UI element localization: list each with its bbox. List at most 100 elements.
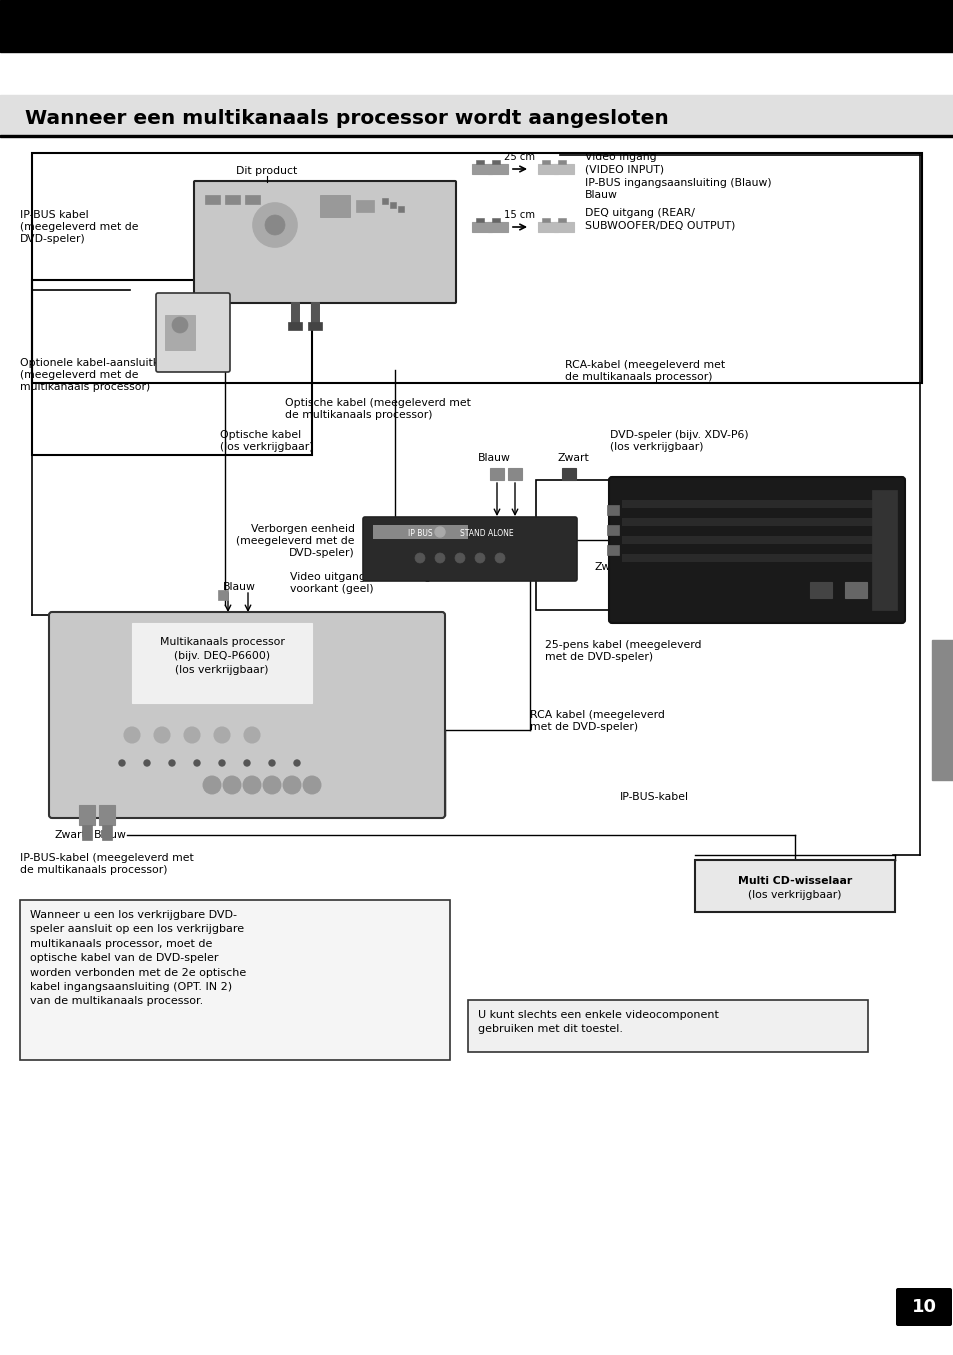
- Bar: [809, 583, 831, 598]
- Circle shape: [263, 776, 281, 794]
- Circle shape: [475, 553, 484, 562]
- Circle shape: [253, 203, 296, 247]
- Circle shape: [144, 760, 150, 766]
- Bar: [490, 467, 503, 480]
- Circle shape: [244, 728, 260, 743]
- Circle shape: [435, 553, 444, 562]
- Bar: [541, 160, 550, 164]
- Text: voorkant (geel): voorkant (geel): [290, 584, 374, 593]
- Circle shape: [184, 728, 200, 743]
- Bar: [288, 322, 302, 331]
- Text: Video ingang: Video ingang: [584, 152, 656, 163]
- Text: Multi CD-wisselaar: Multi CD-wisselaar: [737, 875, 851, 886]
- Bar: [245, 195, 260, 205]
- Text: Video uitgangsaansluiting: Video uitgangsaansluiting: [290, 572, 431, 583]
- Circle shape: [213, 728, 230, 743]
- Bar: [492, 160, 499, 164]
- Bar: [381, 198, 388, 205]
- Text: de multikanaals processor): de multikanaals processor): [564, 373, 712, 382]
- Bar: [537, 222, 558, 232]
- Bar: [0, 136, 953, 137]
- Text: IP-BUS-kabel: IP-BUS-kabel: [619, 793, 688, 802]
- Text: (los verkrijgbaar): (los verkrijgbaar): [609, 442, 702, 453]
- Text: Optische kabel: Optische kabel: [220, 430, 301, 440]
- Text: (los verkrijgbaar): (los verkrijgbaar): [220, 442, 314, 453]
- Bar: [476, 160, 483, 164]
- Bar: [561, 467, 576, 480]
- Text: Zwart: Zwart: [558, 453, 589, 463]
- Circle shape: [294, 760, 299, 766]
- Circle shape: [153, 728, 170, 743]
- Bar: [606, 545, 618, 556]
- Bar: [488, 222, 507, 232]
- Text: DVD-speler (bijv. XDV-P6): DVD-speler (bijv. XDV-P6): [609, 430, 748, 440]
- Text: (los verkrijgbaar): (los verkrijgbaar): [747, 890, 841, 900]
- Text: STAND ALONE: STAND ALONE: [459, 528, 513, 538]
- Bar: [472, 222, 492, 232]
- Bar: [0, 0, 953, 51]
- Circle shape: [269, 760, 274, 766]
- Bar: [621, 500, 891, 508]
- Bar: [536, 480, 775, 610]
- Text: 25 cm: 25 cm: [504, 152, 535, 163]
- Text: Zwart: Zwart: [193, 304, 225, 313]
- Circle shape: [283, 776, 301, 794]
- Bar: [537, 164, 558, 173]
- Bar: [606, 505, 618, 515]
- Text: Blauw: Blauw: [477, 453, 511, 463]
- Bar: [558, 218, 565, 222]
- Bar: [218, 589, 228, 600]
- Bar: [373, 524, 468, 539]
- Circle shape: [169, 760, 174, 766]
- Text: Verborgen eenheid: Verborgen eenheid: [251, 524, 355, 534]
- Bar: [541, 218, 550, 222]
- Text: Zwart: Zwart: [54, 831, 86, 840]
- Text: (VIDEO INPUT): (VIDEO INPUT): [584, 164, 663, 173]
- Text: de multikanaals processor): de multikanaals processor): [20, 864, 168, 875]
- Text: (meegeleverd met de: (meegeleverd met de: [236, 537, 355, 546]
- FancyBboxPatch shape: [608, 477, 904, 623]
- Bar: [695, 860, 894, 912]
- Bar: [606, 524, 618, 535]
- Text: 15 cm: 15 cm: [504, 210, 535, 220]
- Text: Blauw: Blauw: [93, 831, 127, 840]
- FancyBboxPatch shape: [193, 182, 456, 304]
- Circle shape: [455, 553, 464, 562]
- Bar: [844, 583, 866, 598]
- Bar: [165, 314, 194, 350]
- FancyBboxPatch shape: [156, 293, 230, 373]
- Text: DVD-speler): DVD-speler): [289, 547, 355, 558]
- Text: (bijv. DEQ-P6600): (bijv. DEQ-P6600): [173, 650, 270, 661]
- Bar: [472, 164, 492, 173]
- Text: Blauw: Blauw: [584, 190, 618, 201]
- Text: IP BUS: IP BUS: [407, 528, 432, 538]
- Bar: [32, 280, 312, 455]
- FancyBboxPatch shape: [49, 612, 444, 818]
- Text: de multikanaals processor): de multikanaals processor): [285, 411, 432, 420]
- Text: Zwart: Zwart: [595, 562, 626, 572]
- Text: SUBWOOFER/DEQ OUTPUT): SUBWOOFER/DEQ OUTPUT): [584, 220, 735, 230]
- Bar: [931, 640, 953, 780]
- Circle shape: [203, 776, 221, 794]
- Bar: [488, 164, 507, 173]
- Bar: [225, 195, 240, 205]
- Circle shape: [124, 728, 140, 743]
- Text: RCA-kabel (meegeleverd met: RCA-kabel (meegeleverd met: [564, 360, 724, 370]
- FancyBboxPatch shape: [895, 1289, 951, 1327]
- Text: (los verkrijgbaar): (los verkrijgbaar): [175, 665, 269, 675]
- Bar: [205, 195, 220, 205]
- Bar: [32, 153, 921, 383]
- Bar: [311, 302, 318, 327]
- Bar: [397, 206, 403, 211]
- Text: U kunt slechts een enkele videocomponent
gebruiken met dit toestel.: U kunt slechts een enkele videocomponent…: [477, 1009, 719, 1034]
- Circle shape: [172, 317, 188, 333]
- Text: (meegeleverd met de: (meegeleverd met de: [20, 370, 138, 379]
- Bar: [621, 518, 891, 526]
- Circle shape: [243, 776, 261, 794]
- Bar: [355, 201, 374, 211]
- Text: IP-BUS-kabel (meegeleverd met: IP-BUS-kabel (meegeleverd met: [20, 854, 193, 863]
- Text: (meegeleverd met de: (meegeleverd met de: [20, 222, 138, 232]
- Text: DEQ uitgang (REAR/: DEQ uitgang (REAR/: [584, 209, 694, 218]
- Circle shape: [244, 760, 250, 766]
- Text: Wanneer een multikanaals processor wordt aangesloten: Wanneer een multikanaals processor wordt…: [25, 110, 668, 129]
